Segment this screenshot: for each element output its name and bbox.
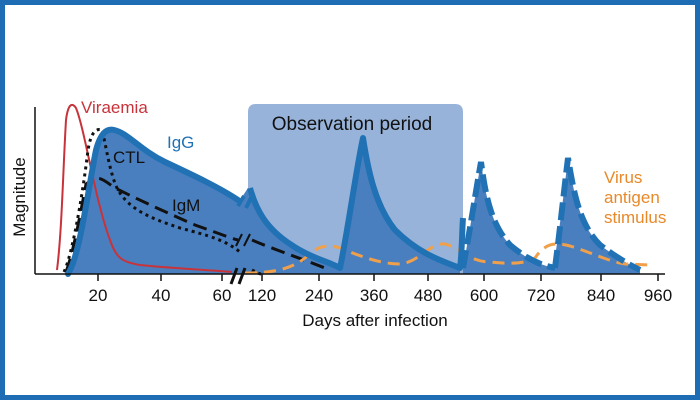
observation-period-label: Observation period [272,114,433,135]
ctl-label: CTL [113,148,145,167]
x-tick-label: 480 [414,286,442,305]
x-tick-label: 240 [305,286,333,305]
viraemia-label: Viraemia [81,98,148,117]
igg-line-post-break [247,135,466,271]
viraemia-line [56,103,233,273]
x-axis-label: Days after infection [302,311,448,330]
ctl-line-post-break [251,268,263,276]
igm-line [64,176,239,273]
x-tick-label: 840 [587,286,615,305]
igg-area-peak-3 [553,158,640,274]
x-tick-label: 600 [470,286,498,305]
igg-area-peak-1 [340,138,460,274]
x-axis-break-mark [229,267,247,285]
igm-label: IgM [172,196,200,215]
x-tick-label: 120 [248,286,276,305]
virus-antigen-label-line-2: antigen [604,188,660,207]
virus-antigen-label-line-1: Virus [604,168,642,187]
igg-line-peak-2 [460,161,556,271]
igg-line-peak-3 [552,157,642,273]
x-tick-label: 60 [213,286,232,305]
virus-antigen-label-line-3: stimulus [604,208,666,227]
igm-line-post-break [251,238,331,272]
ctl-line [62,128,241,273]
x-tick-label: 720 [527,286,555,305]
antigen-stimulus-line [244,242,651,275]
x-tick-label: 40 [152,286,171,305]
x-tick-label: 360 [360,286,388,305]
x-tick-label: 20 [89,286,108,305]
igg-break-mark [236,194,254,209]
y-axis-label: Magnitude [10,157,29,236]
x-tick-label: 960 [644,286,672,305]
igg-line-primary [65,126,241,277]
igg-area-peak-2 [463,162,555,274]
igm-break-mark [235,233,251,247]
igg-label: IgG [167,133,194,152]
